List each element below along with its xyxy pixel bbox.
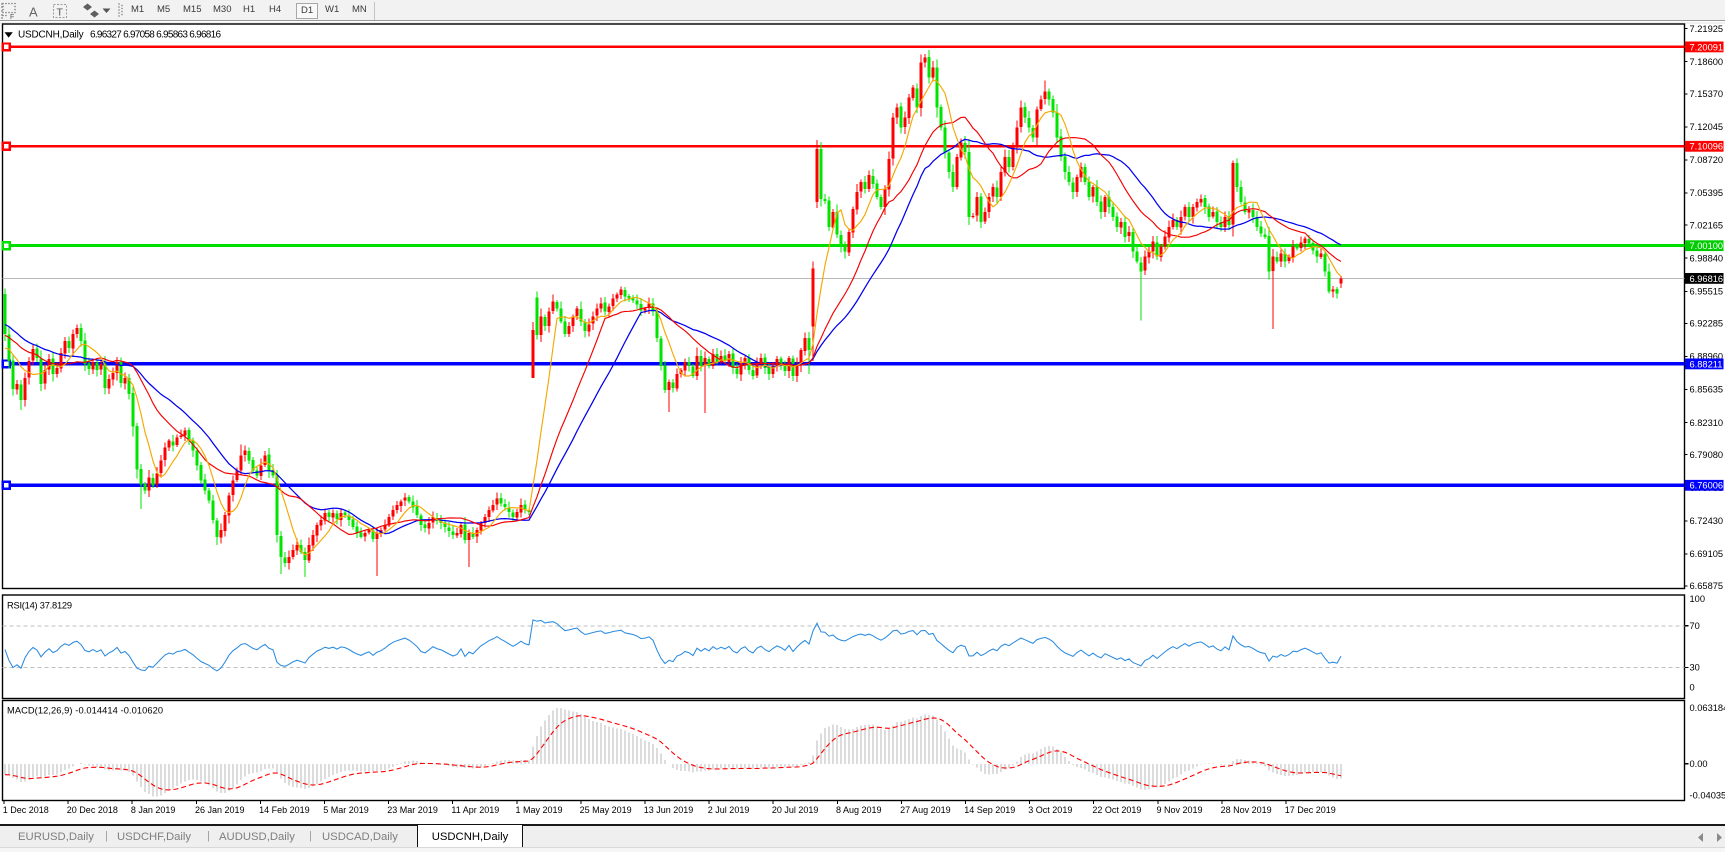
svg-text:6.72430: 6.72430 — [1690, 516, 1724, 526]
svg-text:6.95515: 6.95515 — [1690, 287, 1724, 297]
svg-text:RSI(14) 37.8129: RSI(14) 37.8129 — [7, 601, 72, 611]
svg-text:14 Feb 2019: 14 Feb 2019 — [259, 805, 310, 815]
svg-text:7.10096: 7.10096 — [1690, 142, 1724, 152]
svg-text:USDCNH,Daily: USDCNH,Daily — [18, 29, 84, 40]
svg-text:27 Aug 2019: 27 Aug 2019 — [900, 805, 951, 815]
svg-text:70: 70 — [1690, 621, 1700, 631]
svg-text:6.96327 6.97058 6.95863 6.9681: 6.96327 6.97058 6.95863 6.96816 — [90, 29, 221, 40]
svg-text:7.20091: 7.20091 — [1690, 42, 1724, 52]
svg-text:7.00100: 7.00100 — [1690, 241, 1724, 251]
svg-text:7.18600: 7.18600 — [1690, 57, 1724, 67]
svg-text:7.12045: 7.12045 — [1690, 122, 1724, 132]
svg-text:6.88211: 6.88211 — [1690, 359, 1723, 369]
svg-text:1 May 2019: 1 May 2019 — [516, 805, 563, 815]
svg-text:6.79080: 6.79080 — [1690, 450, 1724, 460]
svg-text:7.08720: 7.08720 — [1690, 155, 1724, 165]
svg-text:8 Jan 2019: 8 Jan 2019 — [131, 805, 176, 815]
svg-text:7.15370: 7.15370 — [1690, 89, 1724, 99]
svg-text:8 Aug 2019: 8 Aug 2019 — [836, 805, 882, 815]
svg-text:14 Sep 2019: 14 Sep 2019 — [964, 805, 1015, 815]
svg-text:7.05395: 7.05395 — [1690, 188, 1724, 198]
svg-text:13 Jun 2019: 13 Jun 2019 — [644, 805, 694, 815]
svg-text:6.92285: 6.92285 — [1690, 319, 1724, 329]
svg-text:6.96816: 6.96816 — [1690, 274, 1724, 284]
svg-text:20 Dec 2018: 20 Dec 2018 — [67, 805, 118, 815]
svg-text:26 Jan 2019: 26 Jan 2019 — [195, 805, 245, 815]
svg-text:11 Apr 2019: 11 Apr 2019 — [451, 805, 499, 815]
svg-text:0.063184: 0.063184 — [1690, 703, 1725, 713]
svg-text:17 Dec 2019: 17 Dec 2019 — [1285, 805, 1336, 815]
svg-text:1 Dec 2018: 1 Dec 2018 — [3, 805, 49, 815]
svg-text:0.00: 0.00 — [1690, 759, 1708, 769]
svg-text:9 Nov 2019: 9 Nov 2019 — [1157, 805, 1203, 815]
svg-text:7.02165: 7.02165 — [1690, 220, 1724, 230]
svg-text:7.21925: 7.21925 — [1690, 24, 1724, 34]
svg-text:0: 0 — [1690, 683, 1695, 693]
svg-text:23 Mar 2019: 23 Mar 2019 — [387, 805, 438, 815]
svg-text:20 Jul 2019: 20 Jul 2019 — [772, 805, 819, 815]
svg-text:30: 30 — [1690, 663, 1700, 673]
svg-text:22 Oct 2019: 22 Oct 2019 — [1092, 805, 1141, 815]
svg-text:6.69105: 6.69105 — [1690, 549, 1724, 559]
svg-text:2 Jul 2019: 2 Jul 2019 — [708, 805, 750, 815]
svg-text:100: 100 — [1690, 594, 1706, 604]
svg-text:6.85635: 6.85635 — [1690, 385, 1724, 395]
svg-text:25 May 2019: 25 May 2019 — [580, 805, 632, 815]
svg-text:-0.040355: -0.040355 — [1690, 790, 1725, 800]
svg-text:5 Mar 2019: 5 Mar 2019 — [323, 805, 369, 815]
svg-text:6.82310: 6.82310 — [1690, 418, 1724, 428]
svg-text:MACD(12,26,9) -0.014414 -0.010: MACD(12,26,9) -0.014414 -0.010620 — [7, 706, 163, 716]
svg-text:6.65875: 6.65875 — [1690, 581, 1724, 591]
svg-text:6.98840: 6.98840 — [1690, 253, 1724, 263]
svg-text:3 Oct 2019: 3 Oct 2019 — [1028, 805, 1072, 815]
svg-text:28 Nov 2019: 28 Nov 2019 — [1221, 805, 1272, 815]
svg-text:6.76006: 6.76006 — [1690, 481, 1724, 491]
